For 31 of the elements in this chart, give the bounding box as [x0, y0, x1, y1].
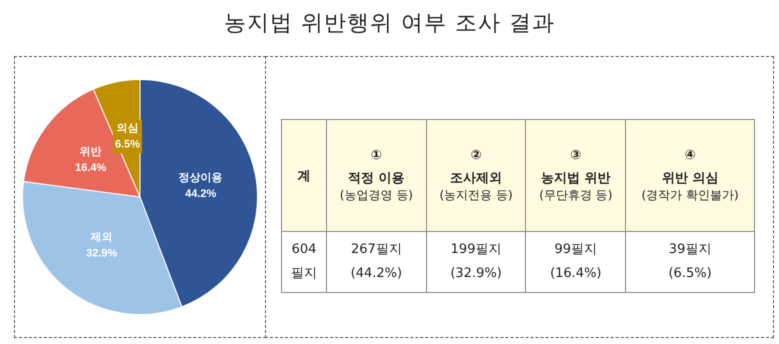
slice-label: 제외 — [90, 231, 113, 244]
text: 적정 이용 — [347, 170, 406, 186]
text: 농지법 위반 — [540, 170, 612, 186]
text: (6.5%) — [667, 265, 713, 283]
text: 위반 의심 — [660, 170, 720, 186]
text: (경작가 확인불가) — [640, 186, 740, 204]
text: ④ — [684, 148, 697, 162]
text: 99필지 — [554, 241, 598, 259]
text: (32.9%) — [449, 265, 503, 283]
data-label: 6.5% — [114, 138, 140, 151]
data-label: 16.4% — [75, 162, 107, 174]
data-label: 44.2% — [185, 188, 217, 200]
text: 199필지 — [450, 241, 502, 259]
data-label: 32.9% — [86, 247, 118, 260]
text: ① — [370, 148, 383, 162]
text: (농지전용 등) — [438, 186, 514, 204]
slice-label: 의심 — [116, 122, 138, 135]
text: 계 — [282, 120, 326, 232]
text: (16.4%) — [549, 265, 603, 283]
text: 267필지 — [350, 241, 403, 259]
text: ② — [470, 148, 483, 162]
text: 604 필지 — [282, 232, 326, 292]
text: ③ — [569, 148, 582, 162]
slice-label: 위반 — [80, 146, 102, 158]
text: (무단휴경 등) — [538, 186, 614, 204]
text: (농업경영 등) — [338, 186, 414, 204]
text: 39필지 — [668, 241, 712, 259]
slice-label: 정상이용 — [178, 172, 223, 184]
text: 농지법 위반행위 여부 조사 결과 — [223, 10, 556, 38]
text: (44.2%) — [350, 265, 404, 283]
text: 조사제외 — [449, 170, 504, 186]
